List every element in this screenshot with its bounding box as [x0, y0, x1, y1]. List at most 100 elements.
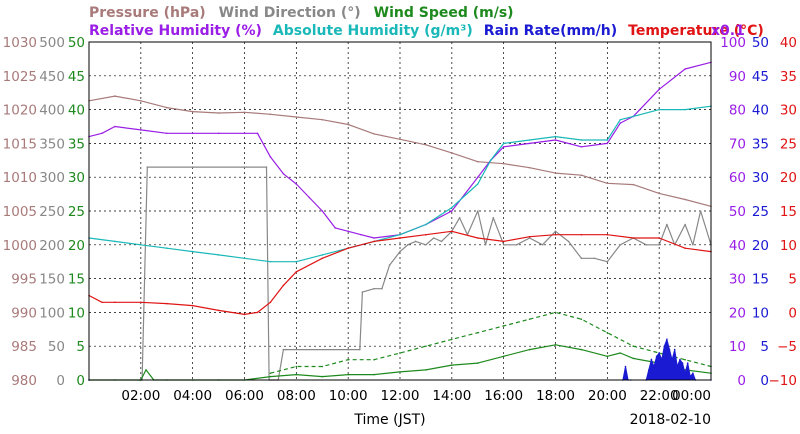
- point-relative-humidity: [502, 146, 505, 148]
- point-wind-speed-gust-m-s: [269, 372, 272, 375]
- point-rain-rate-mm-h: [648, 369, 650, 371]
- point-wind-speed-m-s: [425, 369, 427, 371]
- plot-frame: [88, 41, 712, 381]
- point-wind-speed-m-s: [580, 348, 583, 351]
- point-temperature-c: [256, 311, 259, 314]
- point-temperature-c: [502, 240, 505, 243]
- point-relative-humidity: [114, 125, 116, 128]
- point-absolute-humidity-g-m: [295, 260, 298, 263]
- wind-direction-axis-tick-label: 400: [39, 103, 65, 119]
- pressure-axis-tick-label: 990: [11, 305, 37, 321]
- point-absolute-humidity-g-m: [489, 159, 492, 162]
- point-pressure-hpa: [684, 198, 686, 201]
- point-relative-humidity: [619, 122, 622, 124]
- point-wind-direction: [361, 291, 364, 293]
- point-absolute-humidity-g-m: [166, 247, 168, 249]
- temperature-axis-tick-label: 30: [780, 103, 797, 119]
- x-tick-label: 20:00: [588, 388, 627, 404]
- point-wind-speed-gust-m-s: [425, 345, 427, 348]
- point-wind-direction: [191, 166, 194, 168]
- point-relative-humidity: [658, 88, 660, 91]
- point-rain-rate-mm-h: [655, 355, 658, 358]
- x-tick-label: 18:00: [536, 388, 575, 404]
- point-rain-rate-mm-h: [689, 375, 692, 378]
- point-pressure-hpa: [295, 116, 298, 118]
- x-axis-title: Time (JST): [353, 412, 425, 428]
- point-wind-speed-gust-m-s: [399, 352, 401, 354]
- point-absolute-humidity-g-m: [684, 108, 686, 111]
- point-wind-direction: [484, 244, 487, 246]
- point-temperature-c: [295, 271, 298, 273]
- point-wind-speed-gust-m-s: [554, 311, 557, 314]
- x-tick-label: 08:00: [277, 388, 316, 404]
- series-temperature-c: [88, 230, 712, 315]
- wind-direction-axis-tick-label: 250: [39, 204, 65, 220]
- point-relative-humidity: [684, 68, 686, 70]
- wind-direction-axis-tick-label: 50: [48, 339, 65, 355]
- wind-speed-axis-tick-label: 20: [68, 238, 85, 254]
- point-pressure-hpa: [580, 174, 583, 176]
- wind-direction-axis-tick-label: 150: [39, 272, 65, 288]
- point-temperature-c: [684, 247, 686, 249]
- point-wind-direction: [458, 217, 461, 219]
- point-relative-humidity: [166, 132, 168, 135]
- temperature-axis-tick-label: 5: [788, 272, 797, 288]
- point-pressure-hpa: [554, 172, 557, 174]
- point-absolute-humidity-g-m: [451, 206, 453, 209]
- point-temperature-c: [217, 309, 220, 312]
- point-absolute-humidity-g-m: [528, 139, 531, 141]
- point-temperature-c: [373, 240, 375, 243]
- point-pressure-hpa: [477, 160, 479, 163]
- point-pressure-hpa: [658, 192, 660, 195]
- wind-speed-axis-tick-label: 15: [68, 272, 85, 288]
- point-temperature-c: [101, 301, 103, 304]
- point-wind-speed-gust-m-s: [528, 318, 531, 321]
- point-relative-humidity: [360, 233, 362, 236]
- point-relative-humidity: [606, 142, 609, 145]
- point-absolute-humidity-g-m: [114, 240, 116, 243]
- x-tick-label: 22:00: [640, 388, 679, 404]
- point-wind-speed-m-s: [606, 355, 609, 358]
- point-relative-humidity: [528, 142, 531, 145]
- point-absolute-humidity-g-m: [425, 223, 427, 226]
- plot-border: [88, 41, 712, 381]
- point-temperature-c: [191, 304, 194, 307]
- point-temperature-c: [399, 237, 401, 239]
- point-absolute-humidity-g-m: [321, 254, 324, 256]
- point-wind-direction: [388, 264, 391, 266]
- point-wind-speed-gust-m-s: [477, 331, 479, 334]
- point-wind-direction: [502, 244, 505, 246]
- legend-relative-humidity: Relative Humidity (%): [89, 23, 262, 39]
- point-wind-direction: [373, 287, 375, 290]
- point-absolute-humidity-g-m: [140, 244, 142, 246]
- x-tick-label: 04:00: [173, 388, 212, 404]
- point-relative-humidity: [101, 132, 103, 135]
- point-wind-direction: [554, 230, 557, 233]
- point-absolute-humidity-g-m: [580, 139, 583, 141]
- point-wind-speed-m-s: [502, 355, 505, 358]
- point-wind-direction: [265, 166, 268, 168]
- wind-direction-axis-tick-label: 450: [39, 69, 65, 85]
- wind-speed-axis-tick-label: 5: [76, 339, 85, 355]
- wind-direction-axis-tick-label: 100: [39, 305, 65, 321]
- point-absolute-humidity-g-m: [619, 118, 622, 121]
- point-wind-speed-gust-m-s: [451, 338, 453, 341]
- point-wind-direction: [425, 244, 427, 246]
- point-rain-rate-mm-h: [653, 365, 655, 368]
- point-wind-direction: [515, 244, 518, 246]
- temperature-axis-tick-label: −5: [777, 339, 797, 355]
- point-wind-direction: [381, 287, 383, 290]
- point-wind-speed-m-s: [477, 362, 479, 364]
- point-wind-direction: [492, 217, 495, 219]
- x-tick-label: 10:00: [329, 388, 368, 404]
- pressure-axis-tick-label: 1015: [3, 136, 37, 152]
- point-absolute-humidity-g-m: [269, 260, 272, 263]
- point-rain-rate-mm-h: [650, 358, 653, 361]
- point-temperature-c: [140, 301, 142, 304]
- rain-rate-axis-tick-label: 45: [752, 69, 769, 85]
- pressure-axis-tick-label: 1010: [3, 170, 37, 186]
- x-axis: 02:00 04:00 06:00 08:00 10:00 12:00 14:00 16:00…: [121, 388, 711, 428]
- point-temperature-c: [451, 230, 453, 233]
